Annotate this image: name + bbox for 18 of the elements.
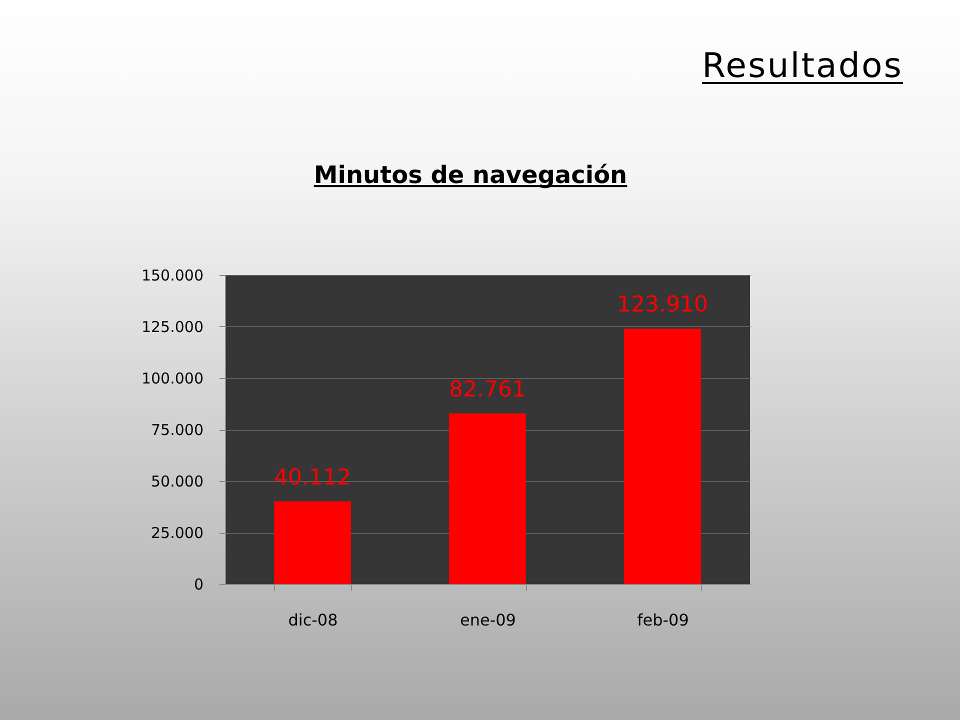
y-tick-label: 100.000: [141, 370, 204, 388]
y-tick-label: 150.000: [141, 266, 204, 284]
y-tick-label: 0: [194, 576, 204, 594]
y-tick-label: 25.000: [151, 524, 204, 542]
data-label: 40.112: [274, 465, 351, 490]
chart-title: Resultados: [702, 46, 903, 86]
y-tick-label: 50.000: [151, 472, 204, 490]
chart-subtitle: Minutos de navegación: [314, 161, 628, 189]
bar: [449, 414, 526, 584]
y-tick-label: 75.000: [151, 421, 204, 439]
data-label: 82.761: [449, 378, 526, 403]
bar: [624, 328, 701, 584]
x-tick-label: ene-09: [460, 610, 516, 630]
x-tick-label: dic-08: [288, 610, 338, 630]
data-label: 123.910: [617, 292, 708, 318]
x-tick-label: feb-09: [637, 610, 689, 630]
bar: [274, 501, 351, 584]
y-tick-label: 125.000: [141, 318, 204, 336]
